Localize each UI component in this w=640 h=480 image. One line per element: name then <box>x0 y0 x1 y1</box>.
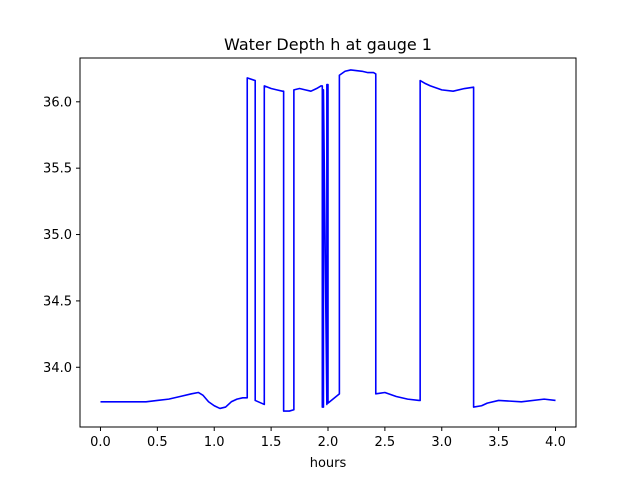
y-tick-label: 36.0 <box>43 95 72 110</box>
x-tick-label: 2.5 <box>375 435 396 450</box>
plot-series <box>100 69 556 412</box>
x-tick-label: 3.5 <box>488 435 509 450</box>
series-line-0 <box>100 69 556 412</box>
x-tick-label: 2.0 <box>318 435 339 450</box>
y-tick-label: 34.0 <box>43 361 72 376</box>
y-tick-label: 35.5 <box>43 162 72 177</box>
x-axis-label: hours <box>310 456 347 471</box>
x-tick-label: 1.5 <box>261 435 282 450</box>
x-tick-label: 4.0 <box>545 435 566 450</box>
plot-frame <box>79 57 577 428</box>
y-tick-label: 34.5 <box>43 294 72 309</box>
x-tick-label: 1.0 <box>204 435 225 450</box>
y-tick-label: 35.0 <box>43 228 72 243</box>
x-axis: 0.0 0.5 1.0 1.5 2.0 2.5 3.0 3.5 4.0 <box>90 427 566 450</box>
chart-title: Water Depth h at gauge 1 <box>224 35 432 54</box>
x-tick-label: 0.0 <box>90 435 111 450</box>
x-tick-label: 0.5 <box>147 435 168 450</box>
y-axis: 34.0 34.5 35.0 35.5 36.0 <box>43 95 80 376</box>
x-tick-label: 3.0 <box>431 435 452 450</box>
